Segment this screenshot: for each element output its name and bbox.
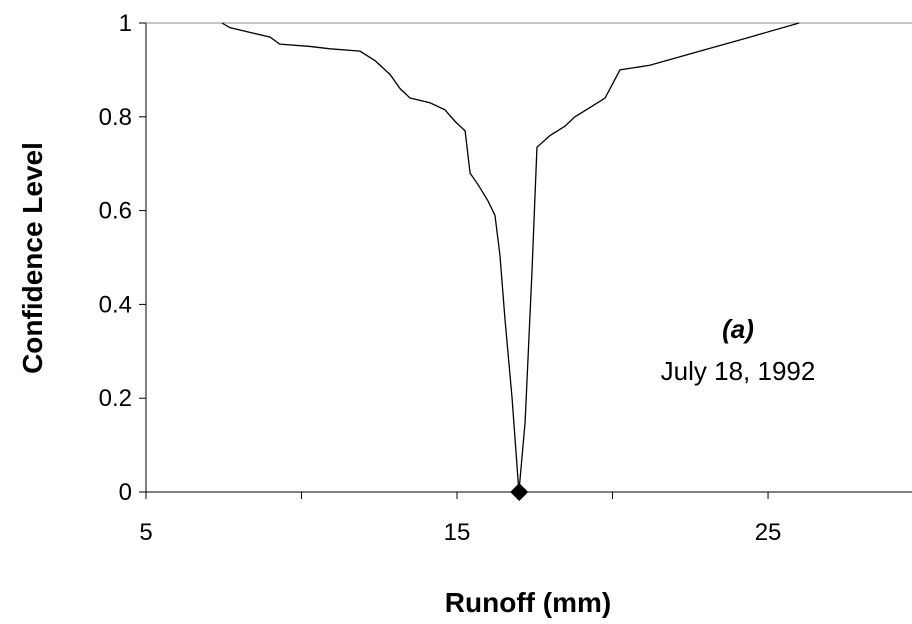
- y-tick-label: 0: [119, 479, 132, 506]
- x-tick-label: 15: [444, 519, 471, 546]
- x-tick-label: 5: [139, 519, 152, 546]
- y-tick-label: 0.6: [99, 198, 132, 225]
- x-axis-title: Runoff (mm): [445, 587, 611, 618]
- annotation: (a): [722, 314, 754, 344]
- y-tick-label: 1: [119, 10, 132, 37]
- x-tick-label: 25: [755, 519, 782, 546]
- y-tick-label: 0.8: [99, 104, 132, 131]
- y-tick-label: 0.2: [99, 385, 132, 412]
- y-tick-label: 0.4: [99, 291, 132, 318]
- line: [221, 22, 800, 493]
- y-axis-title: Confidence Level: [17, 142, 48, 374]
- marker: [510, 483, 529, 501]
- annotation: July 18, 1992: [661, 356, 816, 386]
